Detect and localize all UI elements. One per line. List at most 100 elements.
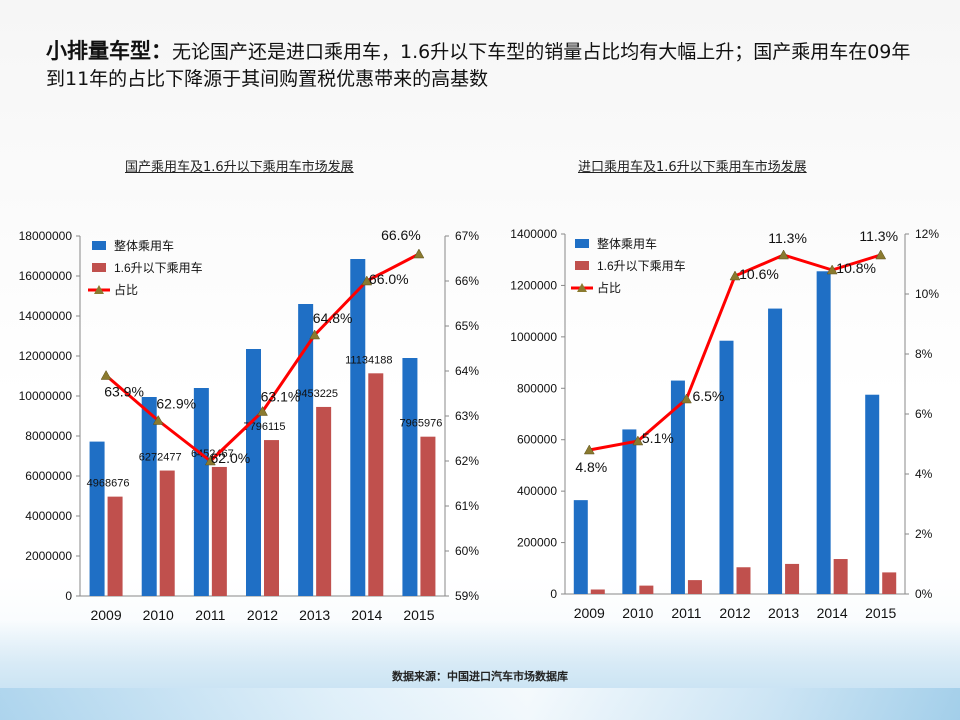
chart1-share-label: 63.9% — [104, 384, 144, 400]
chart1-legend-label-share: 占比 — [114, 282, 138, 297]
chart1-y2-tick-label: 59% — [455, 589, 479, 603]
chart2-y2-tick-label: 8% — [915, 347, 933, 361]
chart1-y-tick-label: 12000000 — [19, 349, 73, 363]
chart2-share-label: 10.6% — [739, 266, 779, 282]
chart2-x-tick-label: 2015 — [865, 605, 896, 621]
chart1-bar-label: 6272477 — [139, 452, 182, 464]
chart1-y-tick-label: 6000000 — [25, 469, 72, 483]
chart2-bar-total — [622, 429, 637, 594]
chart2-bar-small — [736, 567, 751, 594]
chart2-x-tick-label: 2013 — [768, 605, 799, 621]
chart1-share-label: 66.0% — [369, 271, 409, 287]
chart2-y2-tick-label: 10% — [915, 287, 939, 301]
chart2-share-marker — [729, 270, 741, 281]
chart2-y-tick-label: 600000 — [517, 433, 557, 447]
chart2-bar-total — [816, 271, 831, 594]
chart1-bar-total — [298, 304, 314, 596]
chart1-y2-tick-label: 64% — [455, 364, 479, 378]
chart2-share-marker — [826, 264, 838, 275]
chart2-y2-tick-label: 2% — [915, 527, 933, 541]
chart1-y2-tick-label: 61% — [455, 499, 479, 513]
chart2-legend-label-total: 整体乘用车 — [597, 236, 657, 251]
chart2-y-tick-label: 1000000 — [510, 330, 557, 344]
chart1-x-tick-label: 2010 — [143, 607, 174, 623]
chart2-share-marker — [875, 249, 887, 260]
chart2-y-tick-label: 0 — [550, 587, 557, 601]
chart2-x-tick-label: 2011 — [671, 605, 701, 621]
chart1-x-tick-label: 2013 — [299, 607, 330, 623]
chart1-y2-tick-label: 65% — [455, 319, 479, 333]
chart1-x-tick-label: 2014 — [351, 607, 382, 623]
chart1-bar-label: 7796115 — [243, 421, 285, 433]
chart2-bar-small — [833, 559, 848, 594]
chart2-share-label: 11.3% — [859, 228, 898, 244]
chart1-share-marker — [361, 275, 373, 286]
chart2-share-label: 4.8% — [575, 459, 607, 475]
chart2-x-tick-label: 2014 — [817, 605, 848, 621]
chart-title-domestic: 国产乘用车及1.6升以下乘用车市场发展 — [125, 160, 354, 175]
chart1-y-tick-label: 18000000 — [19, 229, 73, 243]
chart1-bar-small — [107, 496, 123, 596]
chart2-y2-tick-label: 0% — [915, 587, 933, 601]
chart1-bar-small — [159, 470, 175, 596]
chart1-legend-marker-share — [94, 285, 104, 294]
chart2-bar-small — [590, 589, 605, 594]
chart1-y2-tick-label: 62% — [455, 454, 479, 468]
chart2-share-marker — [778, 249, 789, 260]
chart2-y-tick-label: 1200000 — [510, 278, 557, 292]
chart2-share-label: 11.3% — [768, 230, 807, 246]
chart1-share-label: 62.0% — [211, 450, 251, 466]
chart1-y-tick-label: 0 — [65, 589, 72, 603]
slide-title: 小排量车型：无论国产还是进口乘用车，1.6升以下车型的销量占比均有大幅上升；国产… — [46, 38, 926, 93]
chart1-bar-small — [368, 373, 384, 596]
chart1-bar-total — [350, 259, 366, 596]
slide-title-text: 无论国产还是进口乘用车，1.6升以下车型的销量占比均有大幅上升；国产乘用车在09… — [46, 41, 911, 90]
chart1-y-tick-label: 8000000 — [25, 429, 72, 443]
chart2-share-label: 6.5% — [692, 388, 724, 404]
chart1-x-tick-label: 2012 — [247, 607, 278, 623]
chart1-bar-label: 4968676 — [87, 478, 130, 490]
chart1-bar-total — [89, 441, 105, 596]
chart1-y-tick-label: 4000000 — [25, 509, 72, 523]
chart1-legend-label-small: 1.6升以下乘用车 — [114, 260, 203, 275]
chart1-bar-small — [264, 440, 279, 596]
chart1-bar-total — [141, 397, 157, 596]
chart2-legend-marker-share — [577, 283, 587, 292]
chart2-y2-tick-label: 6% — [915, 407, 933, 421]
chart1-legend-label-total: 整体乘用车 — [114, 238, 174, 253]
chart2-x-tick-label: 2012 — [719, 605, 750, 621]
chart-title-import: 进口乘用车及1.6升以下乘用车市场发展 — [578, 160, 807, 175]
chart1-y-tick-label: 10000000 — [19, 389, 73, 403]
chart2-y-tick-label: 200000 — [517, 536, 557, 550]
chart2-bar-total — [865, 394, 880, 594]
data-source-note: 数据来源：中国进口汽车市场数据库 — [392, 670, 568, 683]
chart1-y-tick-label: 16000000 — [19, 269, 73, 283]
chart2-legend-label-share: 占比 — [597, 280, 621, 295]
chart1-bar-total — [402, 358, 418, 596]
chart2-share-marker — [632, 435, 644, 446]
chart2-legend-swatch-small — [575, 261, 589, 270]
chart2-bar-small — [785, 563, 800, 594]
chart2-bar-small — [639, 585, 654, 594]
chart2-share-label: 5.1% — [642, 430, 674, 446]
chart1-x-tick-label: 2011 — [195, 607, 225, 623]
chart2-y2-tick-label: 4% — [915, 467, 933, 481]
chart2-share-marker — [583, 444, 595, 455]
chart1-bar-label: 7965976 — [400, 418, 443, 430]
chart1-y2-tick-label: 60% — [455, 544, 479, 558]
chart1-bar-small — [420, 436, 436, 596]
chart1-share-label: 64.8% — [313, 310, 353, 326]
chart1-legend-swatch-small — [92, 263, 106, 272]
chart2-share-marker — [681, 393, 692, 404]
chart2-bar-small — [882, 572, 897, 594]
chart2-y-tick-label: 800000 — [517, 381, 557, 395]
footer-streak — [0, 688, 960, 720]
chart1-share-marker — [152, 414, 164, 425]
chart2-bar-total — [719, 340, 734, 594]
chart1-share-marker — [204, 455, 216, 466]
chart2-y-tick-label: 400000 — [517, 484, 557, 498]
chart1-share-marker — [100, 369, 112, 380]
chart1-legend-swatch-total — [92, 241, 106, 250]
chart1-share-marker — [413, 248, 425, 259]
